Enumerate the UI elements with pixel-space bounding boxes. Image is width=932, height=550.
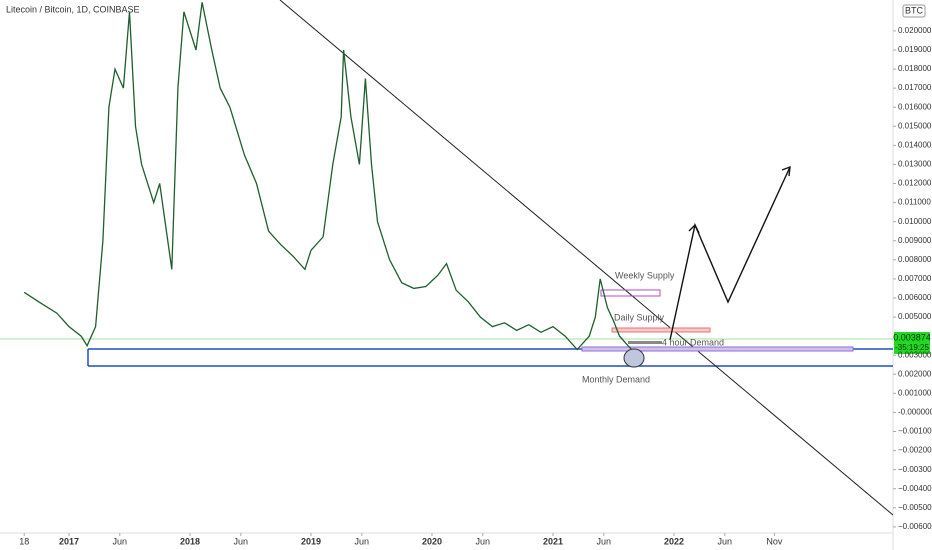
y-tick-label: 0.017000 [898,83,932,92]
x-tick-label: Nov [766,536,783,546]
y-tick-label: 0.010000 [898,217,932,226]
y-tick-label: −0.002000 [898,446,932,455]
x-tick-label: 2017 [59,536,79,546]
price-line-series [23,2,633,351]
y-tick-label: 0.013000 [898,160,932,169]
x-tick-label: 2021 [543,536,563,546]
y-tick-label: 0.001000 [898,388,932,397]
four-hour-demand-zone [628,341,662,344]
trend-line [279,0,894,516]
x-tick-label: 2018 [180,536,200,546]
annotation: Weekly Supply [615,270,675,280]
y-tick-label: 0.014000 [898,140,932,149]
currency: BTC [905,5,924,15]
x-tick-label: Jun [476,536,491,546]
y-tick-label: 0.003000 [898,350,932,359]
x-tick-label: Jun [113,536,128,546]
y-tick-label: -0.000000 [898,408,932,417]
x-tick-label: Jun [355,536,370,546]
y-tick-label: 0.008000 [898,255,932,264]
y-tick-label: −0.003000 [898,465,932,474]
annotation: Daily Supply [614,312,665,322]
x-tick-label: 2019 [301,536,321,546]
y-tick-label: 0.011000 [898,198,931,207]
y-tick-label: 0.006000 [898,293,932,302]
y-tick-label: 0.002000 [898,369,932,378]
last-price: 0.003874 [893,332,931,342]
x-tick-label: Jun [597,536,612,546]
y-tick-label: 0.007000 [898,274,932,283]
x-tick-label: Jun [718,536,733,546]
annotation: 4 hour Demand [662,337,724,347]
y-tick-label: 0.005000 [898,312,932,321]
chart-title: Litecoin / Bitcoin, 1D, COINBASE [6,4,140,14]
y-tick-label: 0.012000 [898,179,932,188]
weekly-supply-zone [600,289,661,297]
x-tick-label: 2022 [664,536,684,546]
x-tick-label: 18 [19,536,29,546]
daily-supply-zone [611,327,711,333]
y-tick-label: −0.006000 [898,522,932,531]
plot: Weekly Supply Daily Supply 4 hour Demand… [0,0,894,516]
x-tick-label: 2020 [422,536,442,546]
projection-path [669,166,791,341]
monthly-demand-marker [623,348,645,368]
countdown: -35:19:25 [895,343,929,352]
y-tick-label: 0.016000 [898,102,932,111]
y-tick-label: 0.009000 [898,236,932,245]
y-tick-label: 0.020000 [898,26,932,35]
demand-zone [581,346,854,352]
arrow-head [781,165,791,177]
y-tick-label: 0.015000 [898,121,932,130]
currency-badge [902,4,926,18]
y-tick-label: 0.018000 [898,64,932,73]
last-price-badge [894,332,930,354]
y-tick-label: −0.001000 [898,427,932,436]
arrow-head [688,223,700,234]
x-tick-label: Jun [234,536,249,546]
y-tick-label: −0.005000 [898,503,932,512]
y-tick-label: 0.019000 [898,45,932,54]
annotation: Monthly Demand [582,374,650,384]
y-tick-label: −0.004000 [898,484,932,493]
